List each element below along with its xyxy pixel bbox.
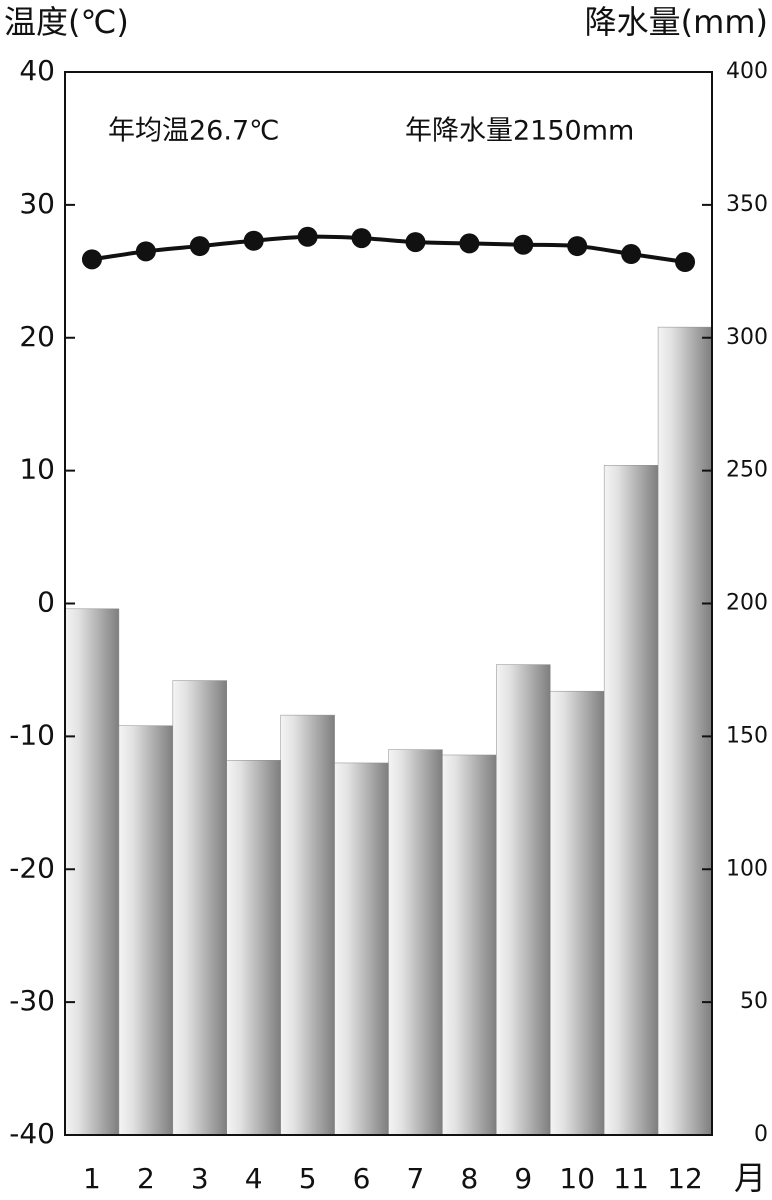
y-tick-label: -10 [9, 718, 55, 751]
x-tick-label: 7 [407, 1162, 425, 1195]
temperature-point [675, 252, 696, 273]
temperature-point [405, 232, 426, 253]
x-tick-label: 6 [353, 1162, 371, 1195]
bar [550, 690, 605, 1136]
x-tick-label: 8 [460, 1162, 478, 1195]
x-tick-label: 9 [514, 1162, 532, 1195]
bar [657, 326, 713, 1136]
y2-axis-title: 降水量(mm) [585, 3, 768, 41]
x-tick-label: 5 [299, 1162, 317, 1195]
temperature-point [243, 230, 264, 251]
y-tick-label: 20 [19, 320, 55, 353]
y-tick-label: -40 [9, 1117, 55, 1150]
bar [388, 749, 443, 1136]
temperature-point [135, 241, 156, 262]
x-tick-label: 1 [83, 1162, 101, 1195]
y-tick-label: 30 [19, 187, 55, 220]
y2-tick-label: 250 [726, 458, 768, 483]
y-tick-label: 10 [19, 453, 55, 486]
x-tick-label: 4 [245, 1162, 263, 1195]
y-tick-label: 40 [19, 54, 55, 87]
bar [442, 754, 497, 1136]
temperature-point [351, 228, 372, 249]
temperature-point [297, 226, 318, 247]
x-axis-title: 月 [734, 1159, 766, 1197]
bar [226, 760, 281, 1136]
y2-tick-label: 350 [726, 192, 768, 217]
bar [64, 608, 120, 1136]
y2-tick-label: 300 [726, 325, 768, 350]
x-tick-label: 2 [137, 1162, 155, 1195]
temperature-line [91, 234, 686, 264]
bar [118, 725, 174, 1136]
x-tick-label: 10 [559, 1162, 595, 1195]
bar [496, 664, 551, 1136]
y-tick-label: -30 [9, 984, 55, 1017]
temperature-point [459, 233, 480, 254]
temperature-point [513, 234, 534, 255]
y2-tick-label: 50 [740, 989, 768, 1014]
bar [603, 465, 659, 1136]
x-tick-label: 3 [191, 1162, 209, 1195]
x-tick-label: 11 [613, 1162, 649, 1195]
x-tick-label: 12 [667, 1162, 703, 1195]
y2-tick-label: 200 [726, 591, 768, 616]
annotation: 年降水量2150mm [405, 116, 634, 147]
bar [280, 714, 335, 1136]
y-axis-title: 温度(℃) [4, 3, 129, 41]
y-tick-label: -20 [9, 851, 55, 884]
y2-tick-label: 100 [726, 856, 768, 881]
y2-tick-label: 0 [754, 1122, 768, 1147]
temperature-point [621, 244, 642, 265]
temperature-point [189, 236, 210, 257]
temperature-point [567, 236, 588, 257]
annotation: 年均温26.7℃ [108, 116, 279, 147]
bar [172, 680, 227, 1136]
y-tick-label: 0 [37, 586, 55, 619]
y2-tick-label: 150 [726, 723, 768, 748]
y2-tick-label: 400 [726, 59, 768, 84]
bar [334, 762, 389, 1136]
temperature-point [81, 249, 102, 270]
